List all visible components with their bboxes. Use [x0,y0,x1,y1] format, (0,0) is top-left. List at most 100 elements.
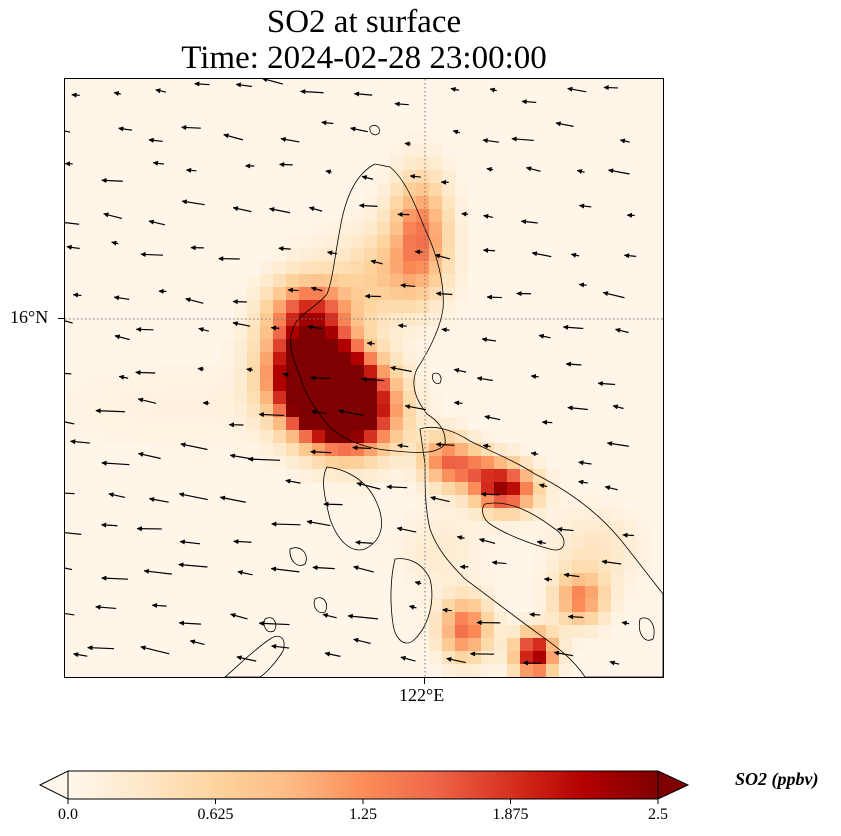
wind-vector [352,445,371,451]
wind-vector [103,212,123,220]
wind-vector [228,422,244,428]
wind-vector [69,439,90,445]
wind-vector [235,82,252,88]
wind-vector [337,408,364,416]
wind-vector [262,79,284,85]
coastline-segment [289,547,307,566]
wind-vector [397,323,407,329]
wind-vector [604,485,618,491]
wind-vector [197,366,204,372]
wind-vector [440,179,449,185]
wind-vector [322,613,337,619]
wind-vector [520,219,538,225]
wind-vector [65,567,73,571]
wind-vector [278,161,293,168]
wind-vector [530,451,539,457]
wind-vector [324,651,341,657]
wind-vector [606,441,630,447]
colorbar-extend-max [657,770,690,800]
longitude-tick-label: 122°E [399,685,445,705]
wind-vector [556,526,574,532]
wind-vector [101,460,130,466]
wind-vector [354,539,373,546]
wind-vector [101,575,129,581]
coastline-segment [482,502,565,551]
wind-vector [525,166,541,172]
wind-vector [482,247,496,253]
wind-vector [366,340,375,347]
wind-vector [198,327,210,333]
wind-vector [230,613,248,620]
wind-vector [185,297,204,304]
wind-vector [511,136,534,142]
wind-vector [364,293,381,299]
wind-vector [140,645,170,655]
wind-vector [326,250,338,256]
wind-vector [72,292,82,298]
wind-vector [531,251,552,258]
wind-vector [310,449,332,455]
wind-vector [396,526,417,533]
wind-vector [258,620,290,627]
wind-vector [158,288,167,294]
wind-vectors [65,79,637,666]
wind-vector [233,539,252,545]
map-panel [64,78,664,678]
wind-vector [361,175,374,181]
wind-vector [179,539,201,545]
wind-vector [65,612,75,616]
wind-vector [152,160,164,166]
wind-vector [219,495,246,503]
wind-vector [486,166,494,172]
wind-vector [602,291,625,299]
wind-vector [623,253,637,259]
coastline-segment [419,426,663,677]
wind-vector [491,560,507,566]
wind-vector [489,87,497,93]
wind-vector [285,478,301,484]
wind-vector [244,163,255,169]
wind-vector [555,121,574,127]
wind-vector [114,334,130,341]
wind-vector [347,613,379,620]
wind-vector [190,245,204,251]
wind-vector [237,570,253,576]
plot-title-line-2: Time: 2024-02-28 23:00:00 [181,40,547,76]
wind-vector [143,568,172,575]
wind-vector [404,404,426,411]
coastline-segment [390,558,433,644]
wind-vector [567,86,587,93]
wind-vector [450,86,460,93]
wind-vector [95,604,117,610]
wind-vector [565,361,582,367]
wind-vector [270,566,300,573]
map-canvas [65,79,663,677]
wind-vector [307,324,323,330]
wind-vector [482,138,500,144]
lon-tick-mark [424,678,425,684]
wind-vector [530,373,539,380]
coastline-segment [432,372,442,384]
wind-vector [178,492,208,501]
wind-vector [270,325,280,331]
wind-vector [390,365,412,373]
wind-vector [136,526,162,532]
colorbar-tick-label: 1.25 [349,806,377,823]
wind-vector [612,404,624,410]
wind-vector [397,443,409,449]
wind-vector [543,576,552,582]
wind-vector [370,259,383,265]
wind-vector [223,133,244,141]
colorbar-tick-label: 2.5 [648,806,668,823]
wind-vector [356,481,381,490]
wind-vector [353,91,373,97]
wind-vector [300,89,324,95]
wind-vector [325,169,332,175]
wind-vector [607,168,630,175]
wind-vector [430,495,450,503]
wind-vector [180,124,201,131]
wind-vector [567,614,584,620]
wind-vector [118,374,129,380]
wind-vector [135,326,154,333]
wind-vector [151,602,167,609]
